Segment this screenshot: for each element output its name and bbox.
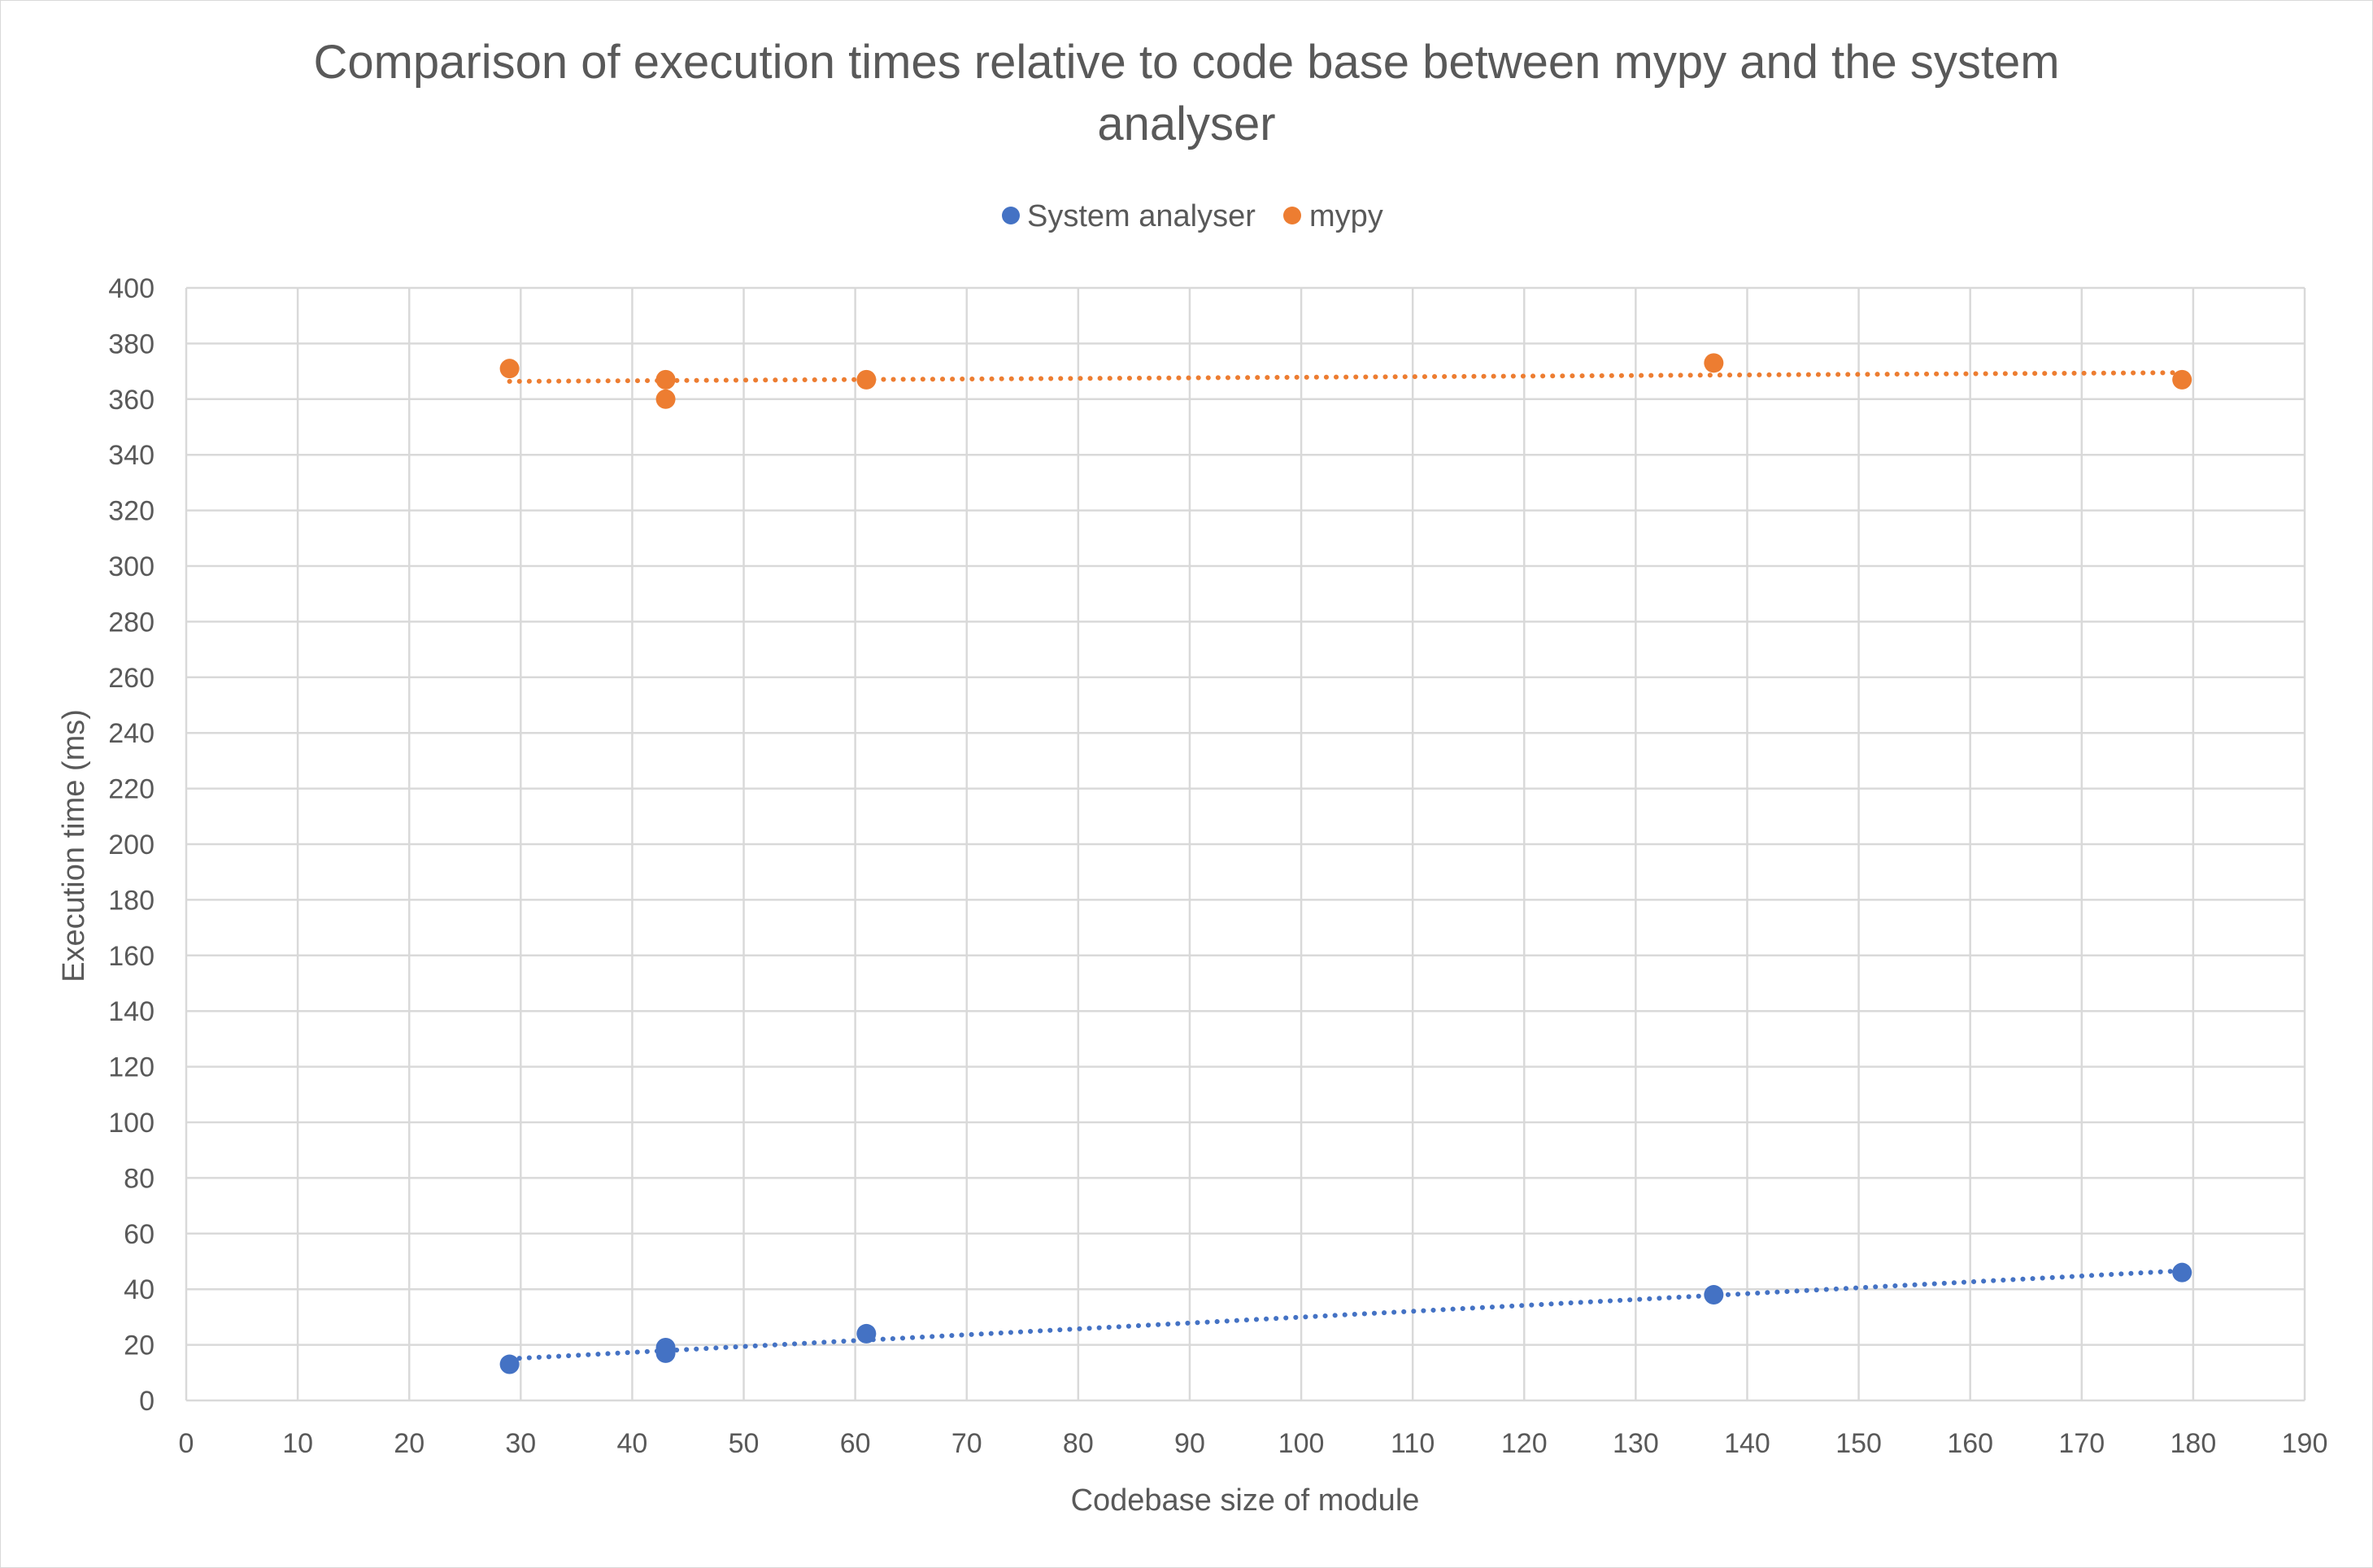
point-mypy-4 (1704, 353, 1724, 373)
point-mypy-0 (499, 359, 520, 379)
chart-title-line-2: analyser (1097, 98, 1275, 150)
point-system-analyser-3 (856, 1323, 877, 1344)
y-tick-label-180: 180 (108, 885, 155, 916)
y-tick-label-80: 80 (124, 1163, 155, 1194)
x-axis-label: Codebase size of module (1071, 1483, 1420, 1518)
y-axis-label: Execution time (ms) (57, 709, 91, 982)
y-tick-label-220: 220 (108, 774, 155, 805)
trendline-system-analyser (507, 1268, 2185, 1361)
x-tick-label-120: 120 (1501, 1428, 1548, 1459)
x-tick-label-30: 30 (505, 1428, 536, 1459)
trendlines (507, 370, 2185, 1361)
y-tick-label-380: 380 (108, 329, 155, 359)
x-tick-label-80: 80 (1063, 1428, 1094, 1459)
y-tick-label-360: 360 (108, 385, 155, 416)
point-system-analyser-4 (1704, 1285, 1724, 1305)
x-tick-label-90: 90 (1174, 1428, 1205, 1459)
chart-title-line-1: Comparison of execution times relative t… (313, 36, 2059, 89)
legend-label-system-analyser: System analyser (1027, 199, 1256, 233)
x-tick-label-60: 60 (840, 1428, 871, 1459)
y-tick-label-320: 320 (108, 496, 155, 527)
y-tick-label-340: 340 (108, 440, 155, 471)
trendline-mypy (507, 370, 2185, 384)
point-mypy-5 (2172, 369, 2192, 390)
x-tick-label-160: 160 (1947, 1428, 1993, 1459)
x-tick-label-140: 140 (1724, 1428, 1770, 1459)
x-axis-ticks: 0 10 20 30 40 50 60 70 80 90 100 110 120 130 140 150 160… (179, 1428, 2328, 1459)
x-tick-label-10: 10 (282, 1428, 313, 1459)
y-axis-ticks: 0 20 40 60 80 100 120 140 160 180 200 220 240 260 280 3… (108, 273, 155, 1417)
x-tick-label-190: 190 (2282, 1428, 2328, 1459)
legend-label-mypy: mypy (1309, 199, 1383, 233)
x-tick-label-100: 100 (1278, 1428, 1325, 1459)
y-tick-label-60: 60 (124, 1219, 155, 1250)
x-tick-label-50: 50 (729, 1428, 760, 1459)
legend: System analyser mypy (1002, 199, 1383, 233)
y-tick-label-0: 0 (139, 1386, 155, 1417)
point-system-analyser-2 (655, 1343, 676, 1363)
x-tick-label-130: 130 (1613, 1428, 1659, 1459)
y-tick-label-200: 200 (108, 830, 155, 860)
point-system-analyser-5 (2172, 1262, 2192, 1283)
y-tick-label-140: 140 (108, 996, 155, 1027)
y-tick-label-400: 400 (108, 273, 155, 304)
x-tick-label-70: 70 (951, 1428, 982, 1459)
y-tick-label-40: 40 (124, 1274, 155, 1305)
legend-marker-mypy (1283, 207, 1301, 224)
y-tick-label-120: 120 (108, 1052, 155, 1083)
y-tick-label-160: 160 (108, 941, 155, 972)
y-tick-label-20: 20 (124, 1331, 155, 1361)
x-tick-label-110: 110 (1391, 1428, 1435, 1459)
y-tick-label-300: 300 (108, 551, 155, 582)
y-tick-label-240: 240 (108, 718, 155, 749)
point-system-analyser-0 (499, 1354, 520, 1374)
x-tick-label-40: 40 (617, 1428, 648, 1459)
y-tick-label-100: 100 (108, 1108, 155, 1139)
point-mypy-3 (856, 369, 877, 390)
x-tick-label-180: 180 (2171, 1428, 2217, 1459)
gridlines (185, 286, 2306, 1402)
point-mypy-1 (655, 369, 676, 390)
point-mypy-2 (655, 389, 676, 409)
x-tick-label-20: 20 (394, 1428, 425, 1459)
data-points (499, 353, 2192, 1374)
y-tick-label-260: 260 (108, 663, 155, 694)
x-tick-label-150: 150 (1835, 1428, 1882, 1459)
x-tick-label-170: 170 (2058, 1428, 2105, 1459)
x-tick-label-0: 0 (179, 1428, 194, 1459)
legend-marker-system-analyser (1002, 207, 1020, 224)
y-tick-label-280: 280 (108, 607, 155, 638)
